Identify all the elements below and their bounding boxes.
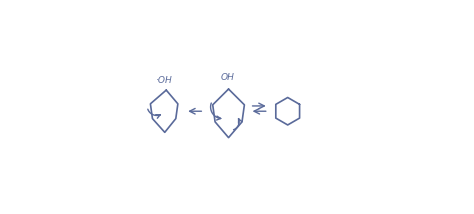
Text: OH: OH xyxy=(221,73,235,82)
Text: ·OH: ·OH xyxy=(156,76,173,85)
